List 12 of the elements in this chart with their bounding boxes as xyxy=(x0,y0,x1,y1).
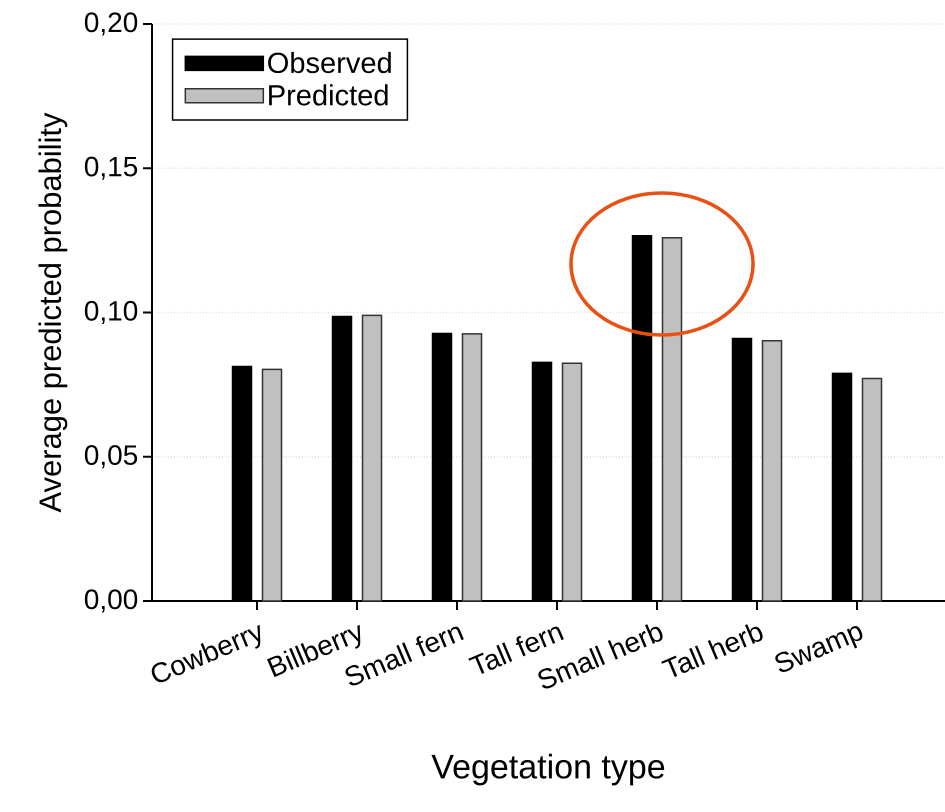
y-axis-title: Average predicted probability xyxy=(38,112,68,512)
bar xyxy=(862,378,882,602)
y-tick-label: 0,20 xyxy=(84,12,138,36)
y-tick-label: 0,10 xyxy=(84,300,138,324)
y-tick-label: 0,05 xyxy=(84,445,138,468)
y-tick-label: 0,00 xyxy=(84,589,138,613)
legend-label: Observed xyxy=(268,52,391,74)
legend-label: Predicted xyxy=(269,84,388,106)
x-axis-title: Vegetation type xyxy=(431,754,664,786)
x-tick-label: Swamp xyxy=(775,626,862,672)
y-tick-label: 0,15 xyxy=(84,156,138,180)
bar xyxy=(462,333,482,602)
